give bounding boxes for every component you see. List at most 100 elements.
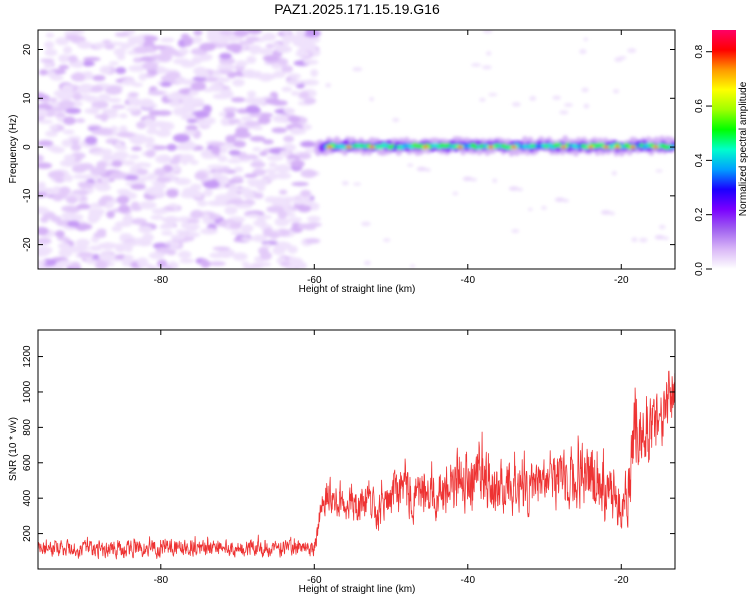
spectrogram-x-tick-label: -80 <box>154 275 169 286</box>
spectrogram-cell <box>143 136 155 144</box>
spectrogram-cell <box>172 133 190 143</box>
spectrogram-cell <box>559 110 569 115</box>
spectrogram-cell <box>219 52 232 60</box>
colorbar-ticks: 0.0 0.2 0.4 0.6 0.8 <box>694 44 712 276</box>
spectrogram-cell <box>246 90 257 98</box>
spectrogram-cell <box>190 81 207 91</box>
spectrogram-cell <box>233 166 244 173</box>
spectrogram-cell <box>68 245 85 254</box>
spectrogram-cell <box>249 113 263 118</box>
spectrogram-cell <box>160 222 175 229</box>
spectrogram-cell <box>197 200 208 207</box>
spectrogram-cell <box>248 44 262 51</box>
spectrogram-cell <box>88 210 104 218</box>
spectrogram-cell <box>88 216 98 224</box>
spectrogram-cell <box>148 251 165 260</box>
spectrogram-cell <box>280 30 292 34</box>
spectrogram-cell <box>38 191 48 198</box>
spectrogram-cell <box>228 187 241 193</box>
spectrogram-cell <box>552 95 562 100</box>
spectrogram-cell <box>541 205 547 210</box>
spectrogram-cell <box>310 69 319 77</box>
spectrogram-cell <box>55 37 70 46</box>
spectrogram-cell <box>218 112 227 117</box>
spectrogram-cell <box>155 129 171 138</box>
spectrogram-cell <box>173 58 190 65</box>
spectrogram-cell <box>273 70 286 79</box>
spectrogram-cell <box>63 154 76 162</box>
spectrogram-cell <box>103 109 118 114</box>
spectrogram-cell <box>152 145 168 150</box>
spectrogram-cell <box>81 174 100 181</box>
spectrogram-cell <box>170 234 186 241</box>
spectrogram-cell <box>203 180 220 189</box>
spectrogram-cell <box>265 97 280 105</box>
spectrogram-cell <box>160 37 175 43</box>
spectrogram-cell <box>235 127 249 135</box>
spectrogram-cell <box>45 32 55 38</box>
spectrogram-cell <box>303 97 317 105</box>
spectrogram-cell <box>352 67 363 72</box>
spectrogram-cell <box>98 252 114 262</box>
spectrogram-frame <box>37 29 676 270</box>
spectrogram-cell <box>156 259 168 268</box>
spectrogram-cell <box>104 43 115 50</box>
spectrogram-x-label: Height of straight line (km) <box>299 284 416 295</box>
spectrogram-cell <box>470 177 477 182</box>
spectrogram-cell <box>122 160 136 166</box>
spectrogram-cell <box>68 135 82 141</box>
spectrogram-cell <box>581 87 589 93</box>
spectrogram-cell <box>70 143 82 152</box>
spectrogram-cell <box>131 218 147 225</box>
spectrogram-cell <box>241 261 250 266</box>
figure-title: PAZ1.2025.171.15.19.G16 <box>274 1 440 17</box>
spectrogram-cell <box>111 160 123 168</box>
spectrogram-cell <box>114 221 133 228</box>
spectrogram-cell <box>84 182 94 189</box>
spectrogram-cell <box>208 261 226 267</box>
spectrogram-cell <box>232 78 245 87</box>
spectrogram-cell <box>168 100 183 107</box>
spectrogram-cell <box>369 96 374 102</box>
spectrogram-cell <box>239 40 254 45</box>
spectrogram-cell <box>272 114 289 123</box>
spectrogram-cell <box>67 220 80 228</box>
spectrogram-cell <box>304 148 317 153</box>
spectrogram-cell <box>96 127 114 136</box>
spectrogram-cell <box>68 55 78 63</box>
spectrogram-cell <box>111 225 123 232</box>
spectrogram-cell <box>205 76 219 83</box>
spectrogram-cell <box>40 58 55 63</box>
spectrogram-cell <box>219 30 235 36</box>
spectrogram-cell <box>207 164 225 170</box>
spectrogram-cell <box>662 236 669 241</box>
spectrogram-cell <box>155 110 172 116</box>
spectrogram-cell <box>38 249 50 257</box>
spectrogram-cell <box>234 70 243 77</box>
spectrogram-cell <box>114 141 123 150</box>
spectrogram-cell <box>76 203 91 210</box>
spectrogram-cell <box>289 127 303 136</box>
spectrogram-cell <box>286 79 303 85</box>
spectrogram-cell <box>277 210 288 219</box>
spectrogram-cell <box>38 119 54 124</box>
spectrogram-cell <box>61 139 73 147</box>
spectrogram-cell <box>658 224 666 230</box>
snr-x-tick-label: -40 <box>461 575 476 586</box>
spectrogram-cell <box>244 154 259 160</box>
spectrogram-cell <box>52 194 64 202</box>
spectrogram-cell <box>94 261 109 269</box>
spectrogram-cell <box>258 72 274 82</box>
spectrogram-cell <box>101 154 117 161</box>
spectrogram-cell <box>228 118 241 124</box>
spectrogram-cell <box>166 143 177 151</box>
spectrogram-cell <box>201 212 210 222</box>
snr-frame <box>37 329 676 570</box>
spectrogram-cell <box>361 221 371 227</box>
spectrogram-cell <box>189 59 202 65</box>
spectrogram-cell <box>100 113 109 122</box>
spectrogram-cell <box>125 107 139 112</box>
spectrogram-cell <box>353 182 362 186</box>
spectrogram-cell <box>233 140 247 148</box>
spectrogram-x-tick-label: -20 <box>614 275 629 286</box>
